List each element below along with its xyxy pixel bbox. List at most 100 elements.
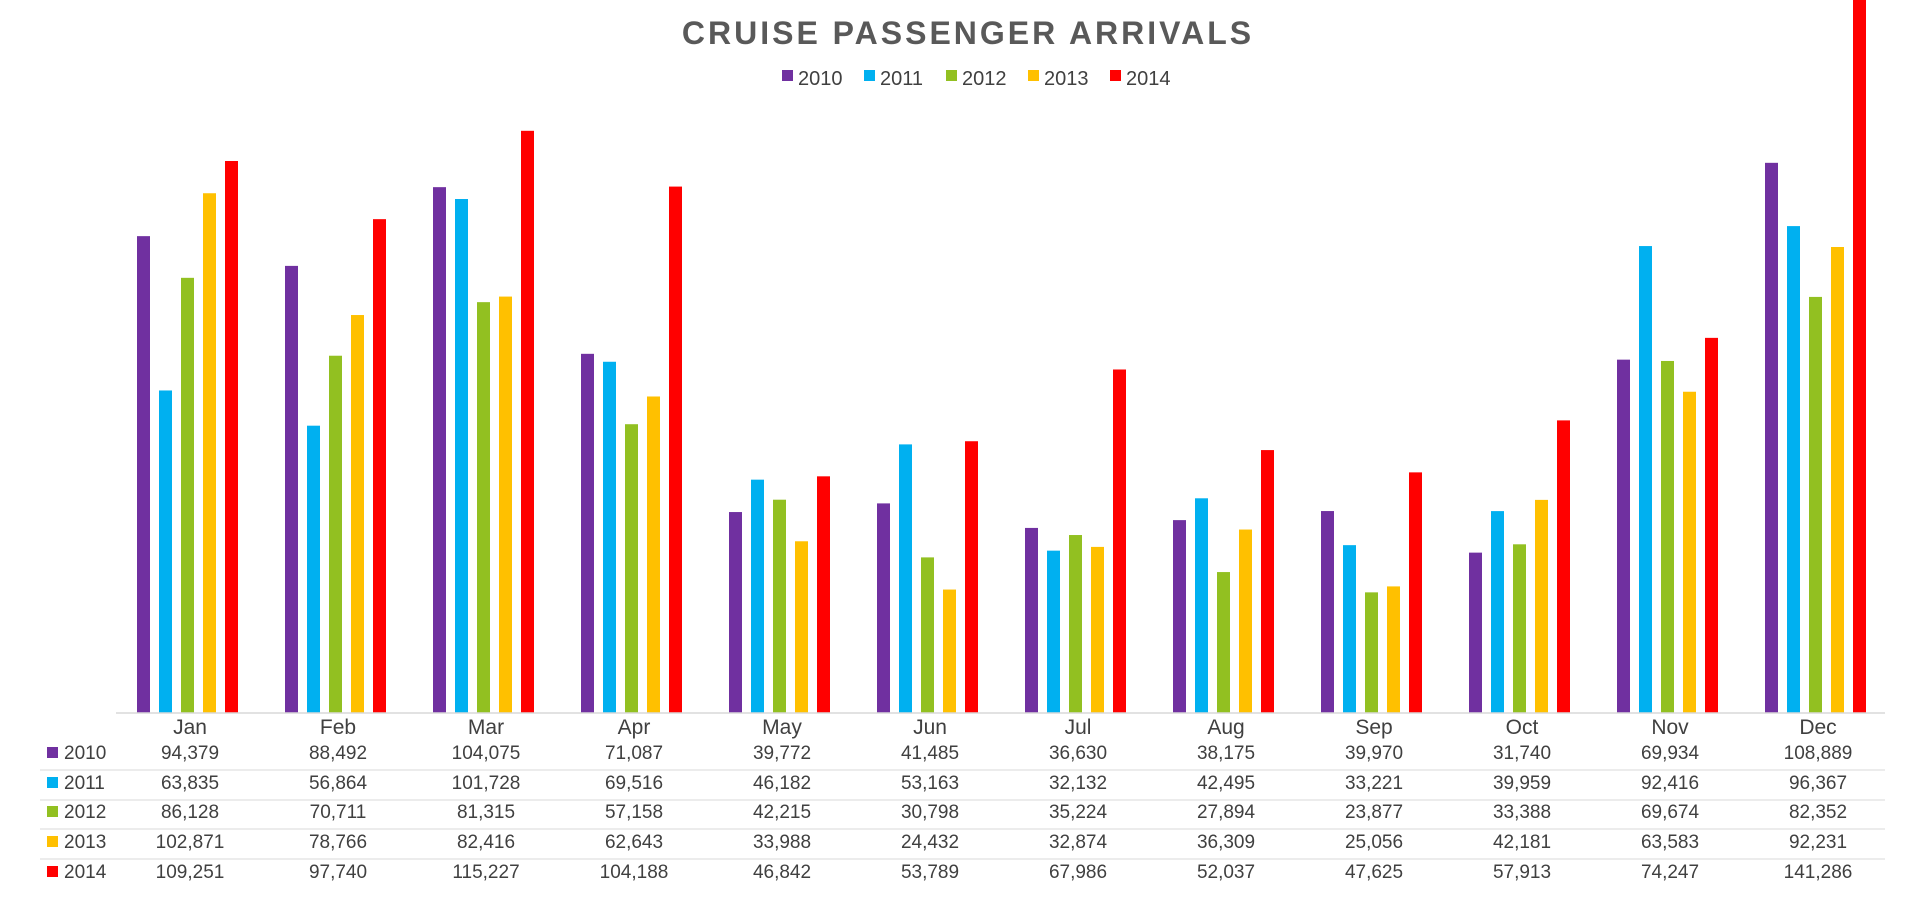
- bar-nov-2010: [1617, 359, 1630, 713]
- bar-apr-2010: [581, 353, 594, 713]
- table-cell-2010-may: 39,772: [753, 743, 811, 764]
- bar-may-2014: [817, 476, 830, 713]
- table-cell-2011-feb: 56,864: [309, 773, 368, 794]
- bar-aug-2013: [1239, 529, 1252, 713]
- bar-jun-2012: [921, 557, 934, 713]
- table-cell-2013-dec: 92,231: [1789, 832, 1847, 853]
- bar-may-2010: [729, 512, 742, 713]
- table-cell-2014-jun: 53,789: [901, 862, 959, 883]
- bar-nov-2013: [1683, 391, 1696, 713]
- legend-label-2011: 2011: [880, 68, 923, 90]
- bar-mar-2013: [499, 296, 512, 713]
- table-cell-2013-jul: 32,874: [1049, 832, 1108, 853]
- table-cell-2013-jun: 24,432: [901, 832, 959, 853]
- table-cell-2013-oct: 42,181: [1493, 832, 1551, 853]
- table-cell-2010-oct: 31,740: [1493, 743, 1551, 764]
- table-cell-2011-oct: 39,959: [1493, 773, 1551, 794]
- table-row-key-2010: [47, 747, 58, 758]
- bar-nov-2011: [1639, 246, 1652, 713]
- category-label-jul: Jul: [1065, 716, 1092, 739]
- table-cell-2014-apr: 104,188: [600, 862, 669, 883]
- table-cell-2010-aug: 38,175: [1197, 743, 1255, 764]
- bar-jun-2010: [877, 503, 890, 713]
- category-label-jan: Jan: [173, 716, 207, 739]
- table-row-key-2012: [47, 806, 58, 817]
- bar-mar-2010: [433, 187, 446, 714]
- bar-dec-2010: [1765, 162, 1778, 713]
- table-cell-2011-mar: 101,728: [452, 773, 521, 794]
- bar-jun-2013: [943, 589, 956, 713]
- table-cell-2014-may: 46,842: [753, 862, 811, 883]
- table-cell-2012-feb: 70,711: [310, 802, 367, 823]
- bar-mar-2011: [455, 199, 468, 713]
- table-cell-2012-jul: 35,224: [1049, 802, 1108, 823]
- bar-feb-2010: [285, 265, 298, 713]
- bar-jul-2012: [1069, 535, 1082, 713]
- bar-nov-2012: [1661, 360, 1674, 713]
- bar-dec-2014: [1853, 0, 1866, 713]
- bar-sep-2014: [1409, 472, 1422, 713]
- table-cell-2011-jun: 53,163: [901, 773, 959, 794]
- bar-feb-2014: [373, 219, 386, 713]
- bar-may-2012: [773, 499, 786, 713]
- table-cell-2012-may: 42,215: [753, 802, 811, 823]
- bar-feb-2013: [351, 315, 364, 713]
- table-row-label-2013: 2013: [64, 832, 106, 853]
- table-cell-2011-nov: 92,416: [1641, 773, 1699, 794]
- table-cell-2013-nov: 63,583: [1641, 832, 1699, 853]
- table-cell-2014-jan: 109,251: [156, 862, 225, 883]
- bar-sep-2011: [1343, 545, 1356, 713]
- table-cell-2010-jun: 41,485: [901, 743, 959, 764]
- table-cell-2010-mar: 104,075: [452, 743, 521, 764]
- table-cell-2011-aug: 42,495: [1197, 773, 1255, 794]
- table-cell-2010-sep: 39,970: [1345, 743, 1403, 764]
- bar-jan-2014: [225, 161, 238, 713]
- table-cell-2012-nov: 69,674: [1641, 802, 1700, 823]
- table-cell-2014-sep: 47,625: [1345, 862, 1403, 883]
- bar-may-2011: [751, 479, 764, 713]
- table-cell-2012-sep: 23,877: [1345, 802, 1403, 823]
- bar-feb-2012: [329, 355, 342, 713]
- table-cell-2010-feb: 88,492: [309, 743, 367, 764]
- table-cell-2013-feb: 78,766: [309, 832, 367, 853]
- legend-label-2010: 2010: [798, 68, 843, 90]
- table-cell-2010-jan: 94,379: [161, 743, 219, 764]
- legend-label-2014: 2014: [1126, 68, 1171, 90]
- category-label-may: May: [762, 716, 802, 739]
- bar-aug-2011: [1195, 498, 1208, 713]
- bar-apr-2011: [603, 361, 616, 713]
- table-row-key-2013: [47, 836, 58, 847]
- table-cell-2013-jan: 102,871: [156, 832, 225, 853]
- bar-jul-2011: [1047, 550, 1060, 713]
- bar-jan-2010: [137, 236, 150, 714]
- table-cell-2010-apr: 71,087: [605, 743, 663, 764]
- bar-sep-2010: [1321, 511, 1334, 713]
- table-cell-2011-dec: 96,367: [1789, 773, 1847, 794]
- table-row-label-2010: 2010: [64, 743, 106, 764]
- table-cell-2011-apr: 69,516: [605, 773, 663, 794]
- category-label-aug: Aug: [1207, 716, 1244, 739]
- table-cell-2011-sep: 33,221: [1345, 773, 1403, 794]
- table-cell-2014-aug: 52,037: [1197, 862, 1255, 883]
- bar-may-2013: [795, 541, 808, 713]
- table-cell-2014-feb: 97,740: [309, 862, 367, 883]
- table-cell-2012-oct: 33,388: [1493, 802, 1551, 823]
- legend-swatch-2014: [1110, 70, 1121, 81]
- bars: [137, 0, 1866, 714]
- legend-swatch-2011: [864, 70, 875, 81]
- table-cell-2010-dec: 108,889: [1784, 743, 1853, 764]
- legend-swatch-2012: [946, 70, 957, 81]
- bar-nov-2014: [1705, 337, 1718, 713]
- bar-oct-2013: [1535, 499, 1548, 713]
- bar-mar-2012: [477, 302, 490, 713]
- bar-feb-2011: [307, 425, 320, 713]
- category-label-nov: Nov: [1651, 716, 1689, 739]
- table-cell-2013-mar: 82,416: [457, 832, 515, 853]
- bar-oct-2010: [1469, 552, 1482, 713]
- legend: 2010 2011 2012 2013 2014: [782, 68, 1171, 90]
- category-label-feb: Feb: [320, 716, 356, 739]
- category-label-mar: Mar: [468, 716, 504, 739]
- bar-apr-2012: [625, 424, 638, 713]
- table-cell-2014-oct: 57,913: [1493, 862, 1551, 883]
